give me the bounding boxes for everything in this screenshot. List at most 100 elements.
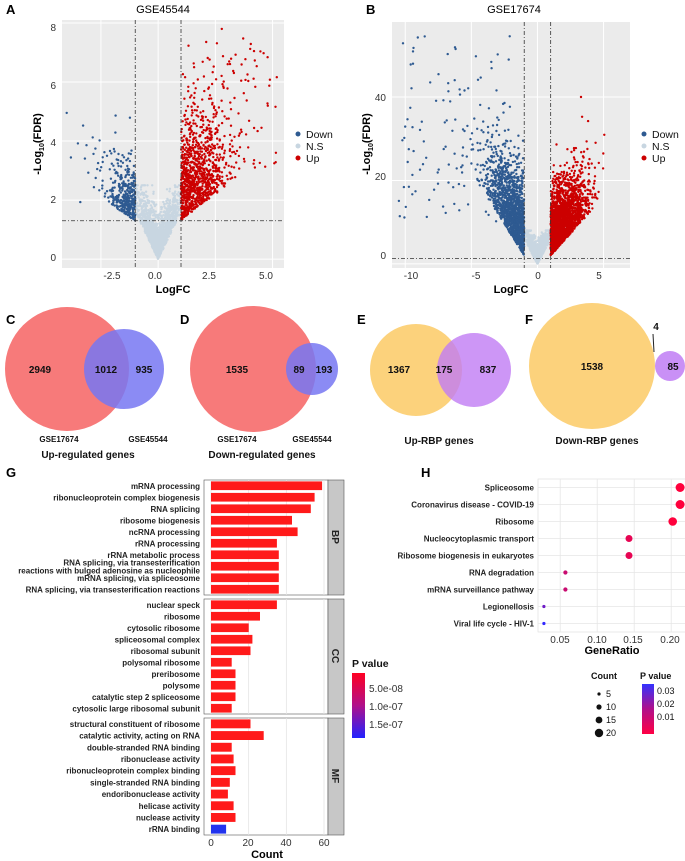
point-up	[249, 47, 252, 51]
point-up	[217, 159, 221, 162]
point-down	[101, 179, 104, 182]
point-down	[103, 195, 107, 198]
point-up	[209, 176, 212, 180]
point-ns	[161, 247, 164, 250]
point-up	[193, 150, 196, 153]
point-up	[229, 124, 233, 127]
point-up	[190, 146, 193, 150]
point-ns	[163, 205, 166, 208]
panel-letter-b: B	[366, 2, 375, 17]
volcano-a-xlabel: LogFC	[156, 284, 191, 296]
point-down	[128, 187, 132, 190]
point-up	[188, 121, 192, 124]
panel-letter-h: H	[421, 465, 430, 480]
point-up	[193, 155, 196, 158]
point-up	[214, 115, 217, 118]
point-up	[199, 111, 202, 114]
point-down	[129, 194, 132, 198]
point-down	[103, 151, 106, 154]
point-up	[201, 60, 204, 63]
point-down	[487, 131, 490, 134]
point-up	[222, 156, 225, 159]
point-down	[101, 156, 104, 159]
point-up	[199, 162, 203, 166]
point-up	[210, 179, 213, 182]
point-up	[205, 40, 208, 44]
point-ns	[176, 185, 179, 189]
point-ns	[169, 218, 172, 221]
point-ns	[152, 230, 156, 233]
point-down	[126, 207, 130, 211]
point-up	[212, 170, 215, 173]
point-ns	[139, 222, 143, 225]
point-up	[186, 205, 189, 209]
point-ns	[166, 221, 169, 224]
point-down	[517, 134, 520, 137]
point-up	[185, 193, 188, 196]
point-up	[208, 58, 211, 61]
point-down	[121, 187, 124, 191]
point-up	[212, 65, 215, 68]
point-up	[205, 194, 208, 198]
point-ns	[162, 200, 165, 204]
point-up	[268, 84, 271, 87]
point-up	[264, 165, 267, 168]
point-up	[231, 176, 234, 179]
point-down	[96, 167, 99, 171]
point-up	[180, 185, 183, 189]
point-ns	[160, 215, 163, 219]
point-down	[83, 157, 87, 160]
point-ns	[152, 210, 156, 213]
legend-ns-label: N.S	[306, 141, 324, 153]
point-ns	[168, 204, 171, 208]
point-down	[111, 186, 115, 189]
point-ns	[162, 214, 166, 217]
point-up	[206, 56, 209, 60]
point-down	[126, 173, 129, 176]
point-up	[202, 195, 205, 198]
point-up	[183, 143, 186, 146]
point-ns	[172, 214, 175, 217]
point-ns	[158, 214, 161, 217]
panel-letter-c: C	[6, 312, 16, 327]
point-ns	[168, 231, 171, 235]
point-down	[128, 159, 132, 163]
point-up	[182, 139, 185, 142]
point-down	[479, 148, 482, 152]
point-up	[184, 118, 187, 121]
point-ns	[162, 224, 165, 227]
point-up	[221, 175, 224, 178]
point-up	[275, 76, 278, 79]
point-up	[216, 143, 219, 146]
point-down	[132, 164, 136, 168]
point-down	[112, 164, 115, 167]
point-ns	[152, 192, 155, 195]
point-down	[114, 172, 117, 175]
point-up	[229, 57, 233, 60]
point-ns	[526, 243, 530, 246]
point-up	[237, 134, 241, 137]
point-down	[122, 183, 125, 187]
point-up	[211, 143, 214, 146]
point-down	[105, 154, 109, 157]
point-up	[197, 165, 200, 168]
point-up	[197, 177, 200, 181]
point-up	[198, 181, 201, 184]
point-ns	[143, 225, 146, 228]
point-down	[123, 190, 127, 193]
point-ns	[529, 247, 532, 251]
point-up	[213, 178, 217, 182]
point-up	[210, 82, 214, 86]
point-up	[266, 56, 269, 59]
point-ns	[171, 207, 174, 210]
point-up	[216, 156, 219, 159]
point-down	[101, 184, 104, 187]
point-up	[233, 96, 236, 100]
point-down	[96, 161, 100, 165]
point-up	[266, 102, 269, 105]
point-up	[253, 59, 256, 62]
point-down	[518, 152, 521, 156]
point-up	[223, 182, 227, 185]
point-ns	[149, 233, 152, 236]
point-down	[515, 180, 519, 184]
